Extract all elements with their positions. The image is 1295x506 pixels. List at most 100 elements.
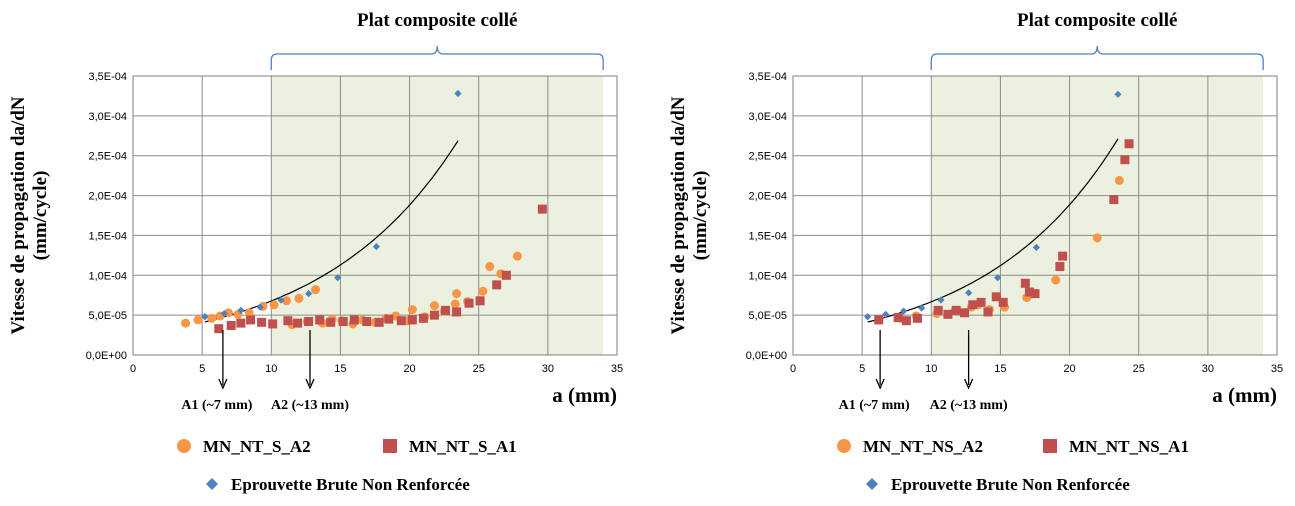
point-eprouvette-brute-non-renforc-e xyxy=(918,304,926,312)
legend-label: Eprouvette Brute Non Renforcée xyxy=(891,475,1130,494)
x-axis-label: a (mm) xyxy=(1212,383,1277,407)
point-mn-nt-ns-a1 xyxy=(874,315,884,325)
point-mn-nt-s-a1 xyxy=(226,321,236,331)
legend-label: MN_NT_S_A1 xyxy=(409,437,517,456)
point-mn-nt-s-a2 xyxy=(207,313,217,323)
point-mn-nt-s-a1 xyxy=(384,314,394,324)
y-tick-label: 3,5E-04 xyxy=(748,71,787,83)
x-tick-label: 0 xyxy=(130,363,136,375)
point-mn-nt-s-a1 xyxy=(268,319,278,329)
point-mn-nt-ns-a1 xyxy=(893,313,903,323)
point-eprouvette-brute-non-renforc-e xyxy=(305,290,313,298)
legend-marker-mn-nt-s-a2 xyxy=(177,439,191,453)
point-mn-nt-ns-a1 xyxy=(943,309,953,319)
point-mn-nt-s-a2 xyxy=(485,262,495,272)
legend-marker-eprouvette-brute-non-renforc-e xyxy=(866,478,878,490)
point-mn-nt-ns-a1 xyxy=(998,297,1008,307)
annotation-label: A1 (~7 mm) xyxy=(181,398,252,413)
annotation-arrowhead xyxy=(964,378,974,390)
point-mn-nt-s-a1 xyxy=(349,315,359,325)
point-mn-nt-s-a1 xyxy=(338,317,348,327)
plot-frame xyxy=(792,75,1278,356)
point-mn-nt-s-a2 xyxy=(450,299,460,309)
legend-label: MN_NT_NS_A2 xyxy=(863,437,983,456)
y-tick-label: 3,0E-04 xyxy=(748,111,787,123)
y-tick-label: 2,0E-04 xyxy=(88,191,127,203)
point-mn-nt-s-a2 xyxy=(193,315,203,325)
y-tick-label: 3,5E-04 xyxy=(88,71,127,83)
point-mn-nt-ns-a1 xyxy=(1030,289,1040,299)
y-tick-label: 0,0E+00 xyxy=(746,350,787,362)
point-eprouvette-brute-non-renforc-e xyxy=(201,313,209,321)
point-mn-nt-s-a1 xyxy=(374,317,384,327)
point-mn-nt-s-a2 xyxy=(244,308,254,318)
x-tick-label: 10 xyxy=(265,363,277,375)
point-mn-nt-s-a1 xyxy=(501,270,511,280)
point-eprouvette-brute-non-renforc-e xyxy=(864,313,872,321)
point-mn-nt-s-a2 xyxy=(452,289,462,299)
point-eprouvette-brute-non-renforc-e xyxy=(372,242,380,251)
annotation-label: A2 (~13 mm) xyxy=(930,398,1008,413)
y-tick-label: 5,0E-05 xyxy=(748,310,787,322)
chart-left: Plat composite collé 0,0E+00 5,0E-05 1,0E-… xyxy=(0,0,640,506)
brace-path xyxy=(270,45,604,70)
legend-label: Eprouvette Brute Non Renforcée xyxy=(231,475,470,494)
x-tick-label: 20 xyxy=(403,363,415,375)
point-mn-nt-s-a1 xyxy=(429,310,439,320)
point-mn-nt-ns-a1 xyxy=(976,297,986,307)
point-mn-nt-s-a1 xyxy=(452,307,462,317)
trendline xyxy=(867,138,1119,323)
point-mn-nt-s-a2 xyxy=(429,301,439,311)
y-tick-label: 3,0E-04 xyxy=(88,111,127,123)
point-mn-nt-ns-a1 xyxy=(1124,139,1134,149)
point-mn-nt-ns-a1 xyxy=(1020,278,1030,288)
point-mn-nt-s-a1 xyxy=(475,296,485,306)
x-tick-label: 30 xyxy=(542,363,554,375)
point-mn-nt-s-a2 xyxy=(281,296,291,306)
y-tick-label: 2,5E-04 xyxy=(748,151,787,163)
y-axis-label-unit: (mm/cycle) xyxy=(690,171,711,261)
point-mn-nt-s-a1 xyxy=(246,315,256,325)
chart-left-svg: Plat composite collé 0,0E+00 5,0E-05 1,0E-… xyxy=(8,10,623,494)
point-mn-nt-s-a2 xyxy=(512,251,522,261)
point-mn-nt-ns-a1 xyxy=(991,292,1001,302)
legend-marker-mn-nt-ns-a1 xyxy=(1043,439,1057,453)
point-eprouvette-brute-non-renforc-e xyxy=(994,274,1002,282)
x-tick-labels: 0 5 10 15 20 25 30 35 xyxy=(130,363,623,375)
data-points xyxy=(181,89,547,334)
point-mn-nt-ns-a1 xyxy=(1120,155,1130,165)
region-label: Plat composite collé xyxy=(357,10,517,31)
annotations: A1 (~7 mm) A2 (~13 mm) xyxy=(839,330,1008,413)
x-tick-label: 30 xyxy=(1202,363,1214,375)
y-tick-label: 0,0E+00 xyxy=(86,350,127,362)
y-tick-label: 1,0E-04 xyxy=(748,270,787,282)
point-mn-nt-s-a1 xyxy=(236,318,246,328)
point-mn-nt-s-a2 xyxy=(294,293,304,303)
point-mn-nt-s-a1 xyxy=(418,313,428,323)
region-brace xyxy=(270,45,604,70)
point-eprouvette-brute-non-renforc-e xyxy=(454,89,462,98)
point-mn-nt-s-a1 xyxy=(315,315,325,325)
y-tick-label: 1,0E-04 xyxy=(88,270,127,282)
point-mn-nt-ns-a1 xyxy=(959,308,969,318)
x-tick-label: 15 xyxy=(994,363,1006,375)
x-tick-label: 20 xyxy=(1063,363,1075,375)
point-mn-nt-ns-a1 xyxy=(951,305,961,315)
annotation-label: A1 (~7 mm) xyxy=(839,398,910,413)
chart-right: Plat composite collé 0,0E+00 5,0E-05 1,0E-… xyxy=(660,0,1295,506)
legend: MN_NT_S_A2 MN_NT_S_A1 Eprouvette Brute Non… xyxy=(177,437,517,494)
x-tick-label: 35 xyxy=(611,363,623,375)
region-brace xyxy=(930,45,1264,70)
point-eprouvette-brute-non-renforc-e xyxy=(900,307,908,315)
point-mn-nt-s-a1 xyxy=(362,317,372,327)
point-mn-nt-ns-a1 xyxy=(1058,251,1068,261)
y-tick-label: 5,0E-05 xyxy=(88,310,127,322)
point-mn-nt-ns-a1 xyxy=(901,316,911,326)
x-tick-label: 25 xyxy=(1133,363,1145,375)
annotation-arrowhead xyxy=(875,378,885,390)
point-mn-nt-s-a1 xyxy=(283,316,293,326)
point-eprouvette-brute-non-renforc-e xyxy=(237,306,245,314)
y-tick-label: 1,5E-04 xyxy=(748,230,787,242)
point-mn-nt-ns-a2 xyxy=(1114,175,1124,185)
y-tick-label: 1,5E-04 xyxy=(88,230,127,242)
